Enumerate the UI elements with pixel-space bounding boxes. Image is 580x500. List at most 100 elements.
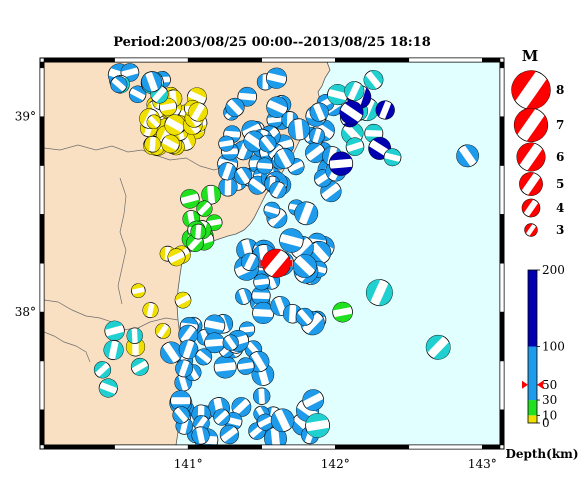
focal-mechanism-32	[164, 114, 186, 136]
focal-mechanism-79	[225, 97, 245, 117]
depth-tick-label-0: 0	[542, 416, 550, 430]
focal-mechanism-221	[264, 427, 287, 445]
focal-mechanism-33	[164, 89, 183, 108]
focal-mechanism-115	[308, 127, 326, 144]
focal-mechanism-80	[218, 135, 235, 152]
focal-mechanism-179	[160, 341, 183, 364]
depth-tick-label-30: 30	[542, 393, 557, 407]
depth-band-10-30	[528, 400, 537, 416]
focal-mechanism-223	[191, 426, 210, 445]
depth-tick-label-100: 100	[542, 340, 565, 354]
depth-tick-label-200: 200	[542, 263, 565, 277]
focal-mechanism-116	[363, 70, 384, 90]
focal-mechanism-236	[126, 327, 143, 344]
magnitude-legend-ball-6	[516, 142, 546, 172]
latitude-label-1: 38°	[15, 305, 36, 319]
focal-mechanism-74	[234, 166, 253, 185]
depth-band-30-100	[528, 346, 537, 401]
focal-mechanism-241	[98, 378, 118, 398]
focal-mechanism-207	[195, 348, 213, 366]
focal-mechanism-191	[175, 359, 194, 378]
longitude-tick-labels: 141° 142° 143°	[174, 457, 497, 471]
focal-mechanism-151	[252, 302, 275, 324]
longitude-label-1: 142°	[321, 457, 350, 471]
magnitude-legend: M 8 7 6 5 4 3	[511, 47, 564, 237]
focal-mechanism-87	[256, 157, 274, 175]
magnitude-legend-label-7: 7	[556, 118, 564, 132]
magnitude-legend-ball-8	[511, 70, 551, 110]
focal-mechanism-30	[144, 135, 161, 153]
focal-mechanism-173	[240, 252, 260, 272]
focal-mechanism-27	[146, 114, 162, 130]
longitude-label-2: 143°	[468, 457, 497, 471]
focal-mechanism-56	[237, 86, 257, 107]
focal-mechanism-114	[309, 102, 329, 122]
focal-mechanism-97	[287, 118, 310, 141]
latitude-tick-labels: 39° 38°	[15, 110, 36, 319]
focal-mechanism-243	[456, 144, 479, 168]
focal-mechanism-102	[305, 142, 326, 163]
focal-mechanism-170	[295, 307, 314, 326]
focal-mechanism-182	[231, 397, 252, 417]
focal-mechanism-161	[253, 273, 270, 291]
depth-band-0-10	[528, 415, 537, 423]
focal-mechanism-235	[131, 283, 146, 298]
focal-mechanism-196	[203, 314, 226, 336]
focal-mechanism-233	[167, 248, 186, 267]
depth-marker-right	[537, 380, 543, 389]
magnitude-legend-ball-5	[519, 172, 543, 196]
focal-mechanism-171	[292, 254, 317, 278]
depth-tick-label-10: 10	[542, 408, 557, 422]
magnitude-legend-ball-7	[513, 107, 549, 143]
focal-mechanism-165	[235, 288, 252, 305]
magnitude-legend-label-4: 4	[556, 201, 564, 215]
magnitude-legend-label-6: 6	[556, 150, 564, 164]
focal-mechanism-120	[375, 100, 395, 120]
depth-tick-label-50: 50	[542, 378, 557, 392]
focal-mechanism-215	[213, 408, 231, 426]
focal-mechanism-39	[188, 102, 208, 122]
focal-mechanism-104	[294, 201, 319, 226]
focal-mechanism-47	[110, 76, 128, 93]
focal-mechanism-64	[218, 177, 238, 197]
focal-mechanism-168	[279, 228, 304, 253]
focal-mechanism-244	[365, 279, 393, 307]
focal-mechanism-142	[196, 200, 213, 217]
map-frame	[39, 57, 505, 450]
focal-mechanism-226	[270, 408, 295, 433]
focal-mechanism-240	[130, 357, 149, 376]
magnitude-legend-header: M	[522, 47, 539, 65]
depth-band-100-200	[528, 270, 537, 347]
focal-mechanism-122	[345, 137, 365, 156]
focal-mechanism-109	[273, 148, 295, 169]
focal-mechanism-49	[141, 71, 163, 93]
focal-mechanism-130	[344, 81, 365, 102]
focal-mechanism-237	[104, 320, 125, 341]
focal-mechanism-229	[155, 322, 171, 339]
focal-mechanism-203	[204, 332, 225, 354]
focal-mechanism-231	[142, 302, 159, 319]
focal-mechanism-106	[269, 181, 287, 199]
magnitude-legend-label-5: 5	[556, 177, 564, 191]
focal-mechanism-78	[243, 130, 265, 152]
latitude-label-0: 39°	[15, 110, 36, 124]
focal-mechanism-129	[383, 148, 402, 167]
focal-mechanism-125	[327, 84, 349, 106]
focal-mechanism-246	[332, 301, 353, 323]
focal-mechanism-137	[201, 184, 221, 205]
focal-mechanism-247	[305, 413, 331, 438]
focal-mechanism-layer	[93, 63, 479, 445]
mainshock-focal-mechanism	[260, 248, 293, 278]
focal-mechanism-238	[103, 339, 124, 361]
focal-mechanism-239	[93, 361, 112, 379]
focal-mechanism-234	[174, 291, 192, 309]
focal-mechanism-242	[425, 334, 451, 360]
focal-mechanism-36	[161, 134, 180, 154]
focal-mechanism-143	[190, 223, 207, 240]
focal-mechanism-195	[253, 387, 271, 405]
magnitude-legend-label-3: 3	[556, 223, 564, 237]
depth-scale-label: Depth(km)	[505, 447, 578, 461]
mainshock-marker-right	[286, 259, 293, 268]
